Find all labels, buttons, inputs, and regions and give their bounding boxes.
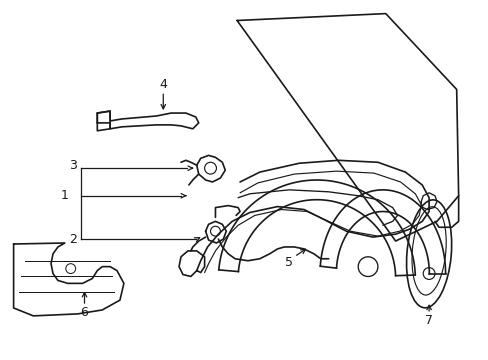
Text: 6: 6	[81, 306, 88, 319]
Text: 1: 1	[61, 189, 69, 202]
Text: 4: 4	[159, 78, 167, 91]
Text: 2: 2	[69, 233, 77, 246]
Text: 7: 7	[424, 314, 432, 327]
Text: 5: 5	[285, 256, 293, 269]
Text: 3: 3	[69, 159, 77, 172]
